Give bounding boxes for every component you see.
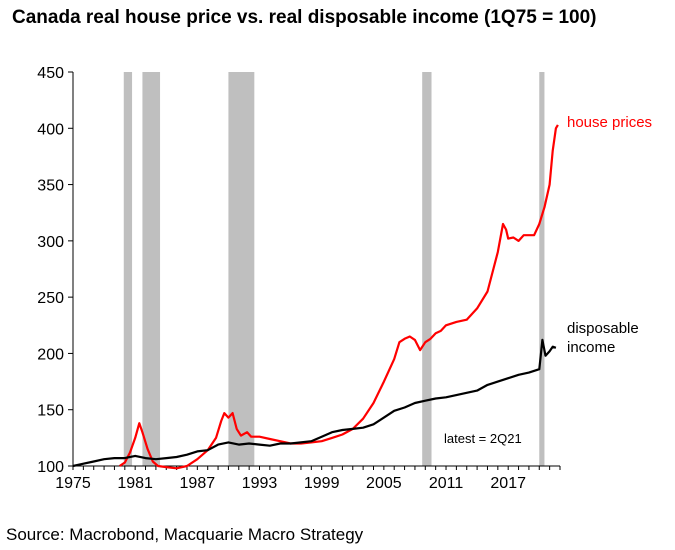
x-axis-ticks: 1975 1981 1987 1993 1999 2005 2011 2017 xyxy=(55,466,561,492)
disposable-income-line xyxy=(72,338,557,468)
x-tick-label: 1993 xyxy=(242,475,278,492)
source-note: Source: Macrobond, Macquarie Macro Strat… xyxy=(6,525,364,544)
y-axis-ticks: 100 150 200 250 300 350 400 450 xyxy=(37,65,73,476)
chart-title: Canada real house price vs. real disposa… xyxy=(12,7,597,28)
legend-house-prices: house prices xyxy=(567,114,652,131)
x-tick-label: 2017 xyxy=(490,475,526,492)
y-tick-label: 100 xyxy=(37,459,64,476)
recession-band-4 xyxy=(422,72,432,466)
x-tick-label: 2005 xyxy=(366,475,402,492)
recession-band-1 xyxy=(123,72,133,466)
y-tick-label: 350 xyxy=(37,178,64,195)
y-tick-label: 450 xyxy=(37,65,64,82)
y-tick-label: 150 xyxy=(37,403,64,420)
x-tick-label: 1999 xyxy=(304,475,340,492)
y-tick-label: 200 xyxy=(37,346,64,363)
y-tick-label: 400 xyxy=(37,121,64,138)
y-tick-label: 300 xyxy=(37,234,64,251)
recession-band-5 xyxy=(539,72,545,466)
x-tick-label: 1981 xyxy=(117,475,153,492)
y-tick-label: 250 xyxy=(37,290,64,307)
legend-disposable-income-line2: income xyxy=(567,339,615,356)
x-tick-label: 2011 xyxy=(429,475,464,492)
recession-band-3 xyxy=(228,72,255,466)
recession-shading xyxy=(123,72,545,466)
x-tick-label: 1987 xyxy=(180,475,216,492)
latest-annotation: latest = 2Q21 xyxy=(444,431,522,446)
x-tick-label: 1975 xyxy=(55,475,91,492)
recession-band-2 xyxy=(142,72,161,466)
house-prices-line xyxy=(118,124,559,470)
legend-disposable-income-line1: disposable xyxy=(567,320,639,337)
